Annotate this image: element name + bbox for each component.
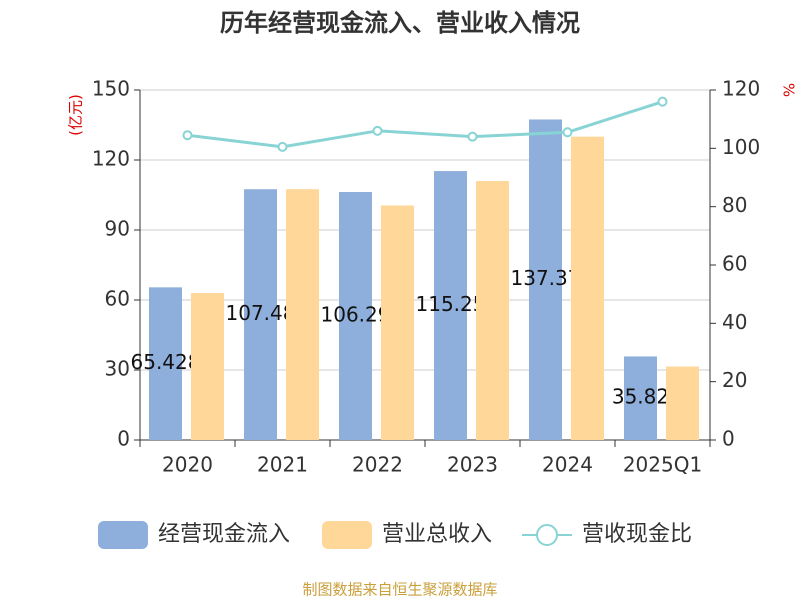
line-point (182, 130, 193, 141)
legend-swatch (536, 524, 558, 546)
legend-label: 经营现金流入 (158, 522, 290, 547)
chart-title: 历年经营现金流入、营业收入情况 (220, 9, 580, 37)
source-note: 制图数据来自恒生聚源数据库 (302, 581, 497, 599)
legend-label: 营收现金比 (582, 522, 692, 547)
x-tick-label: 2025Q1 (623, 453, 702, 477)
x-tick-label: 2024 (542, 453, 593, 477)
line-point (467, 131, 478, 142)
bar (149, 287, 182, 440)
y2-tick-label: 0 (722, 427, 735, 451)
line-point (657, 96, 668, 107)
y-tick-label: 120 (92, 147, 130, 171)
bar (529, 119, 562, 440)
data-label: 35.82 (612, 385, 669, 409)
line-point (277, 141, 288, 152)
bar (339, 191, 372, 440)
y2-tick-label: 60 (722, 252, 747, 276)
y-tick-label: 90 (105, 217, 130, 241)
data-label: 65.428 (131, 350, 201, 374)
x-tick-label: 2020 (162, 453, 213, 477)
bar (571, 136, 604, 440)
data-label: 107.48 (226, 301, 296, 325)
y-tick-label: 0 (117, 427, 130, 451)
y-tick-label: 30 (105, 357, 130, 381)
y2-tick-label: 40 (722, 310, 747, 334)
line-point (372, 125, 383, 136)
y-axis-label: (亿元) (67, 94, 85, 136)
bar (624, 356, 657, 440)
x-tick-label: 2023 (447, 453, 498, 477)
bar (434, 171, 467, 441)
y-tick-label: 60 (105, 287, 130, 311)
y2-tick-label: 120 (722, 77, 760, 101)
x-tick-label: 2021 (257, 453, 308, 477)
y2-tick-label: 100 (722, 135, 760, 159)
data-label: 115.25 (416, 292, 486, 316)
legend-swatch (322, 521, 372, 549)
y-tick-label: 150 (92, 77, 130, 101)
bar (666, 366, 699, 440)
line-point (562, 127, 573, 138)
legend-label: 营业总收入 (382, 522, 492, 547)
bar (244, 189, 277, 440)
data-label: 106.29 (321, 302, 391, 326)
line (187, 100, 663, 149)
data-label: 137.37 (511, 266, 581, 290)
legend-swatch (98, 521, 148, 549)
y2-tick-label: 20 (722, 368, 747, 392)
y2-tick-label: 80 (722, 193, 747, 217)
y2-axis-label: % (780, 83, 798, 97)
bar (191, 293, 224, 440)
x-tick-label: 2022 (352, 453, 403, 477)
bar (476, 181, 509, 440)
bar (286, 189, 319, 440)
bar (381, 205, 414, 440)
